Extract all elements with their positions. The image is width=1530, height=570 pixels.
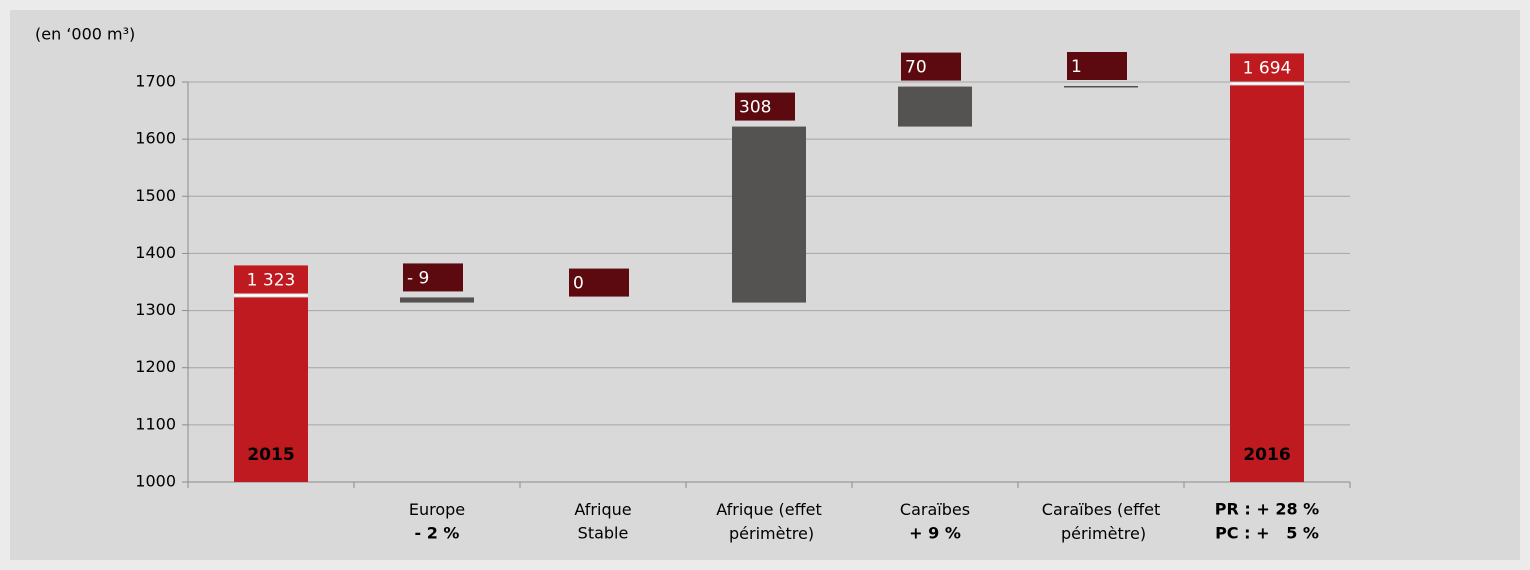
delta-bar [898,86,972,127]
x-tick-note: - 2 % [415,524,460,543]
x-tick-label: Afrique [574,500,631,519]
value-label-box [1230,53,1304,82]
value-label-box [403,263,463,292]
x-tick-label: Afrique (effet périmètre) [716,500,821,543]
x-tick-note: Stable [578,524,629,543]
total-note: PC : + 5 % [1215,524,1319,543]
value-label: 1 323 [247,270,296,290]
y-tick-label: 1300 [135,300,176,319]
value-label: 1 694 [1243,58,1292,78]
y-tick-label: 1000 [135,472,176,491]
bar-label: 2016 [1243,445,1290,465]
value-label-box [1067,52,1127,80]
value-label: 0 [573,274,584,294]
delta-bar [732,126,806,303]
delta-bar [400,297,474,303]
x-tick-label: Caraïbes [900,500,970,519]
total-bar [1230,85,1304,482]
x-tick-label: Europe [409,500,465,519]
y-tick-label: 1600 [135,129,176,148]
y-tick-label: 1200 [135,357,176,376]
value-label-box [901,52,961,81]
value-label-box [569,268,629,297]
x-tick-note: + 9 % [909,524,961,543]
delta-bar [1064,86,1138,88]
bar-label: 2015 [247,445,294,465]
total-note: PR : + 28 % [1215,500,1319,519]
x-tick-label: Caraïbes (effet périmètre) [1042,500,1160,543]
value-label: 308 [739,98,771,118]
y-axis-label: (en ‘000 m³) [35,25,135,44]
value-label-box [234,265,308,294]
total-bar [234,297,308,482]
y-tick-label: 1400 [135,243,176,262]
y-tick-label: 1100 [135,414,176,433]
value-label: - 9 [407,268,429,288]
value-label-box [735,92,795,121]
value-label: 1 [1071,57,1082,77]
value-label: 70 [905,58,927,78]
y-tick-label: 1500 [135,186,176,205]
y-tick-label: 1700 [135,72,176,91]
